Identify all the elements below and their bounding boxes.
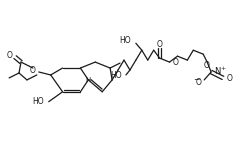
Text: H: H: [86, 77, 91, 83]
Text: HO: HO: [110, 71, 122, 81]
Text: O: O: [30, 65, 36, 75]
Text: O: O: [157, 40, 163, 49]
Text: N: N: [214, 66, 220, 76]
Text: O: O: [6, 51, 12, 60]
Text: O: O: [172, 58, 178, 67]
Text: −: −: [193, 75, 199, 84]
Text: O: O: [203, 60, 209, 70]
Text: HO: HO: [32, 97, 44, 106]
Text: O: O: [227, 74, 233, 83]
Text: +: +: [220, 65, 225, 71]
Text: HO: HO: [119, 36, 131, 45]
Text: O: O: [195, 78, 201, 87]
